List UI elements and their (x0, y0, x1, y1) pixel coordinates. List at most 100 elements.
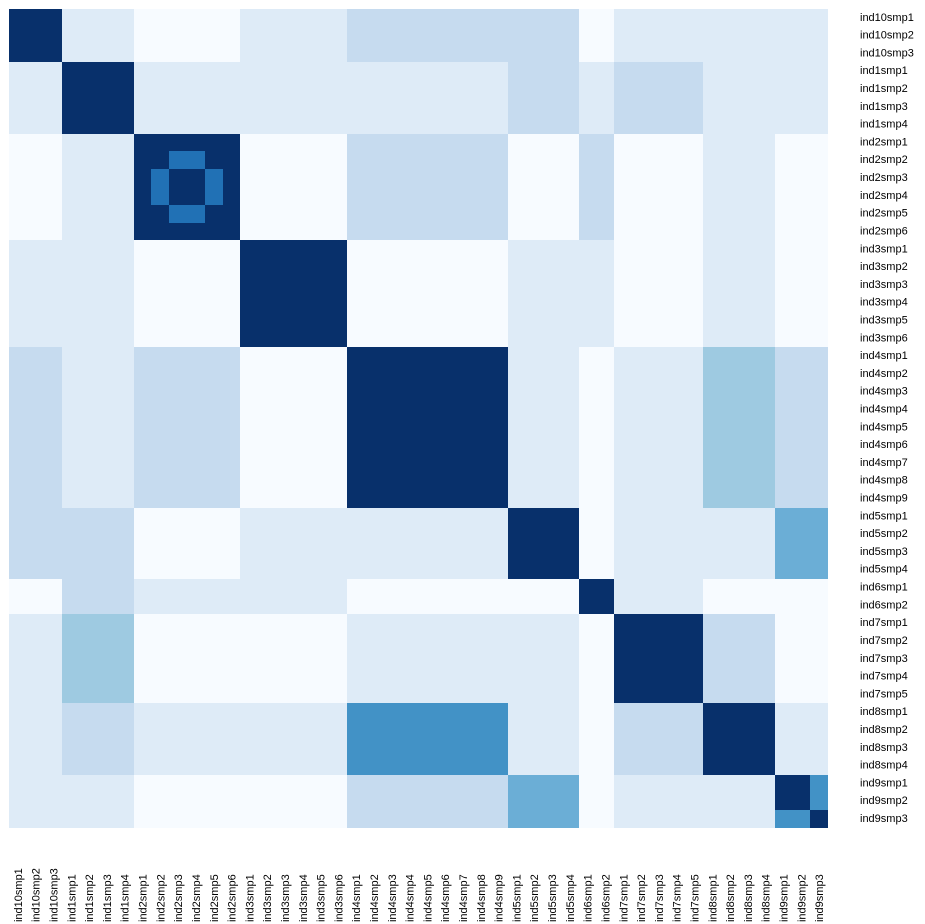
heatmap-cell (27, 721, 45, 739)
heatmap-cell (98, 187, 116, 205)
heatmap-cell (383, 686, 401, 703)
heatmap-cell (686, 721, 703, 739)
heatmap-cell (775, 739, 792, 757)
heatmap-cell (686, 383, 703, 401)
heatmap-cell (508, 632, 525, 650)
heatmap-cell (436, 632, 454, 650)
heatmap-cell (347, 721, 365, 739)
heatmap-cell (490, 223, 508, 240)
heatmap-cell (80, 525, 98, 543)
heatmap-cell (703, 472, 721, 490)
heatmap-cell (703, 9, 721, 27)
heatmap-cell (810, 775, 828, 792)
heatmap-cell (347, 294, 365, 312)
heatmap-cell (579, 365, 597, 383)
heatmap-cell (312, 792, 329, 810)
heatmap-cell (45, 258, 62, 276)
heatmap-cell (27, 134, 45, 151)
heatmap-cell (668, 614, 686, 632)
heatmap-cell (490, 169, 508, 187)
heatmap-cell (703, 27, 721, 45)
row-label: ind6smp2 (860, 599, 908, 611)
heatmap-cell (205, 561, 223, 579)
column-label: ind2smp1 (138, 874, 150, 922)
heatmap-cell (329, 312, 347, 329)
heatmap-cell (187, 116, 205, 134)
heatmap-cell (472, 151, 490, 169)
heatmap-cell (792, 240, 810, 258)
heatmap-cell (169, 490, 187, 508)
heatmap-cell (436, 98, 454, 116)
heatmap-cell (151, 668, 169, 686)
heatmap-cell (205, 169, 223, 187)
heatmap-cell (294, 205, 312, 223)
heatmap-cell (116, 294, 134, 312)
heatmap-cell (721, 365, 739, 383)
heatmap-cell (151, 614, 169, 632)
heatmap-cell (792, 614, 810, 632)
heatmap-cell (490, 721, 508, 739)
heatmap-cell (98, 436, 116, 454)
heatmap-cell (436, 775, 454, 792)
heatmap-cell (650, 650, 668, 668)
heatmap-cell (650, 668, 668, 686)
heatmap-cell (62, 525, 80, 543)
heatmap-cell (62, 775, 80, 792)
heatmap-cell (312, 561, 329, 579)
heatmap-cell (98, 347, 116, 365)
row-label: ind1smp3 (860, 101, 908, 113)
heatmap-cell (187, 525, 205, 543)
heatmap-cell (151, 347, 169, 365)
heatmap-cell (205, 223, 223, 240)
heatmap-cell (419, 276, 436, 294)
heatmap-cell (205, 312, 223, 329)
heatmap-cell (62, 27, 80, 45)
heatmap-cell (45, 80, 62, 98)
heatmap-cell (668, 9, 686, 27)
heatmap-cell (116, 650, 134, 668)
heatmap-cell (223, 561, 240, 579)
heatmap-cell (543, 686, 561, 703)
heatmap-cell (668, 187, 686, 205)
heatmap-cell (401, 205, 419, 223)
heatmap-cell (294, 775, 312, 792)
heatmap-cell (329, 9, 347, 27)
heatmap-cell (151, 561, 169, 579)
heatmap-cell (401, 9, 419, 27)
heatmap-cell (223, 80, 240, 98)
heatmap-cell (508, 98, 525, 116)
heatmap-cell (116, 62, 134, 80)
heatmap-cell (27, 62, 45, 80)
heatmap-cell (401, 80, 419, 98)
column-label: ind2smp2 (155, 874, 167, 922)
heatmap-cell (62, 614, 80, 632)
heatmap-cell (525, 472, 543, 490)
row-label: ind9smp1 (860, 777, 908, 789)
heatmap-cell (686, 116, 703, 134)
heatmap-cell (205, 205, 223, 223)
heatmap-cell (561, 525, 579, 543)
heatmap-cell (187, 436, 205, 454)
heatmap-cell (508, 668, 525, 686)
heatmap-cell (329, 80, 347, 98)
heatmap-cell (632, 561, 650, 579)
heatmap-cell (543, 454, 561, 472)
heatmap-cell (579, 721, 597, 739)
heatmap-cell (240, 62, 258, 80)
heatmap-cell (757, 9, 775, 27)
heatmap-cell (347, 151, 365, 169)
heatmap-cell (134, 472, 151, 490)
heatmap-cell (632, 276, 650, 294)
heatmap-cell (419, 739, 436, 757)
heatmap-cell (775, 134, 792, 151)
heatmap-cell (525, 9, 543, 27)
heatmap-cell (472, 739, 490, 757)
heatmap-cell (614, 490, 632, 508)
heatmap-cell (703, 187, 721, 205)
heatmap-cell (454, 9, 472, 27)
heatmap-cell (276, 169, 294, 187)
heatmap-cell (258, 792, 276, 810)
heatmap-cell (419, 62, 436, 80)
heatmap-cell (614, 508, 632, 525)
heatmap-cell (240, 45, 258, 62)
